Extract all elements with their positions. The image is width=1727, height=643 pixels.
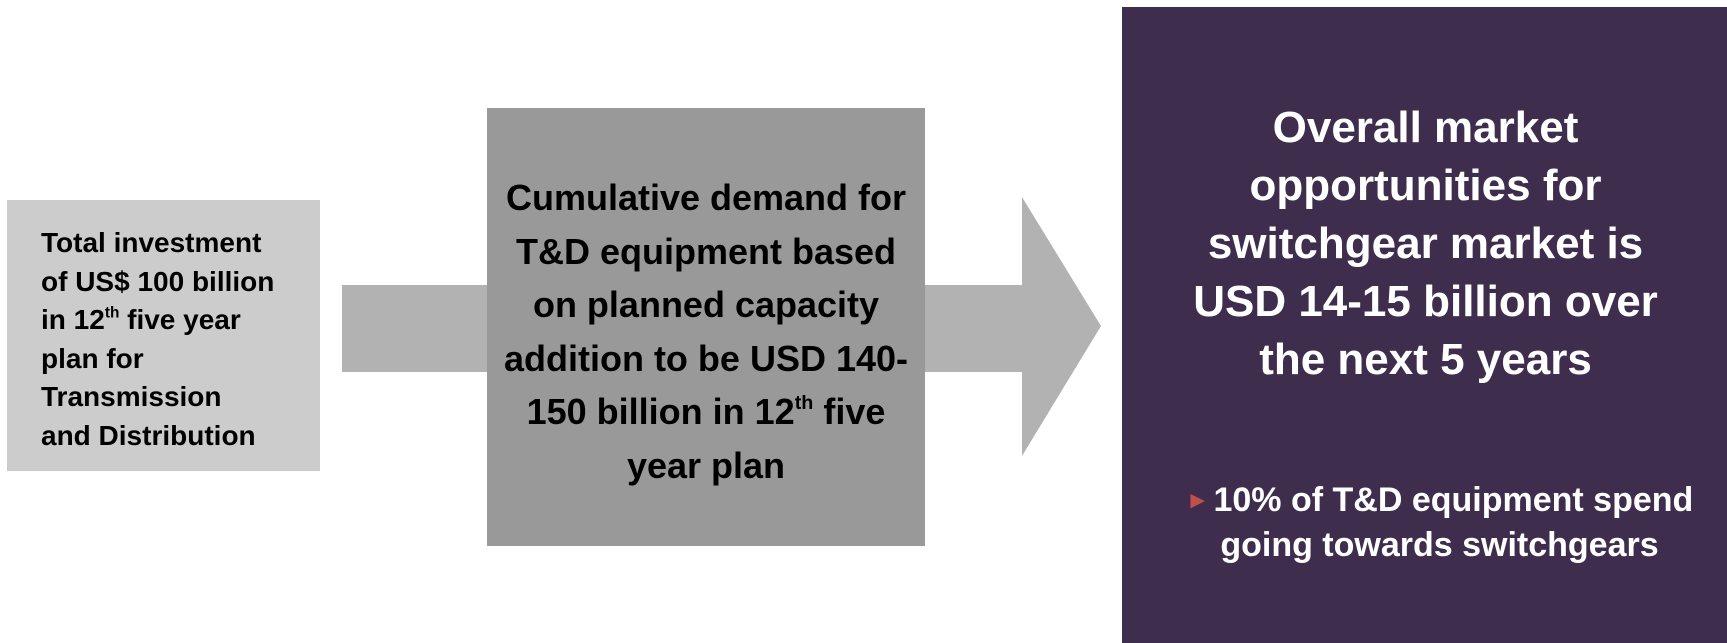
- investment-line: Transmission: [41, 381, 222, 412]
- investment-line: in 12th five year: [41, 304, 241, 335]
- market-opportunity-title: Overall market opportunities for switchg…: [1138, 99, 1713, 389]
- investment-line: Total investment: [41, 227, 262, 258]
- demand-line: 150 billion in 12th five: [526, 391, 886, 432]
- switchgear-share-note: ► 10% of T&D equipment spend going toward…: [1152, 478, 1727, 567]
- triangle-bullet-icon: ►: [1185, 487, 1210, 514]
- title-line: Overall market: [1272, 103, 1579, 152]
- demand-line: Cumulative demand for: [505, 177, 907, 218]
- note-line: going towards switchgears: [1220, 526, 1659, 564]
- title-line: opportunities for: [1249, 161, 1602, 210]
- title-line: switchgear market is: [1207, 219, 1644, 268]
- demand-box: Cumulative demand for T&D equipment base…: [487, 108, 925, 546]
- investment-box: Total investment of US$ 100 billion in 1…: [7, 200, 320, 471]
- title-line: the next 5 years: [1259, 335, 1592, 384]
- investment-line: and Distribution: [41, 419, 256, 451]
- demand-line: T&D equipment based: [515, 230, 897, 272]
- note-line: ► 10% of T&D equipment spend: [1185, 481, 1694, 519]
- market-opportunity-box: Overall market opportunities for switchg…: [1122, 7, 1727, 643]
- demand-line: year plan: [626, 444, 786, 486]
- demand-line: on planned capacity: [532, 284, 880, 325]
- investment-line: plan for: [41, 342, 144, 374]
- title-line: USD 14-15 billion over: [1193, 277, 1658, 326]
- demand-line: addition to be USD 140-: [503, 337, 909, 379]
- investment-line: of US$ 100 billion: [41, 265, 275, 297]
